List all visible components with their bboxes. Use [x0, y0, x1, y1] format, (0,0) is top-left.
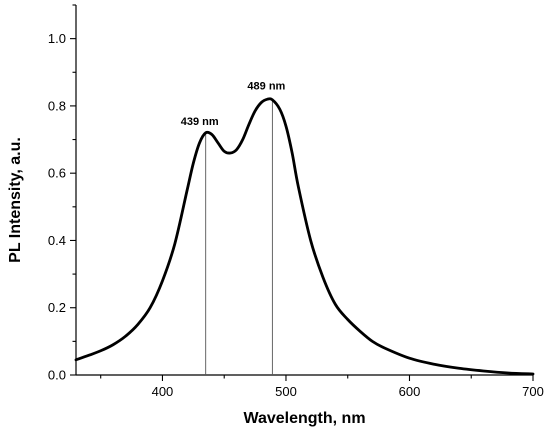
- x-tick-label: 400: [152, 384, 174, 399]
- y-tick-label: 0.0: [48, 368, 66, 383]
- x-tick-label: 700: [522, 384, 544, 399]
- y-tick-label: 1.0: [48, 31, 66, 46]
- peak-label: 439 nm: [181, 116, 219, 128]
- y-tick-label: 0.4: [48, 233, 66, 248]
- x-tick-label: 600: [399, 384, 421, 399]
- series-group: [74, 97, 535, 376]
- y-tick-label: 0.8: [48, 98, 66, 113]
- annotations-group: 439 nm 489 nm: [181, 81, 286, 375]
- peak-label: 489 nm: [247, 81, 285, 93]
- y-tick-label: 0.6: [48, 166, 66, 181]
- x-tick-label: 500: [275, 384, 297, 399]
- y-tick-label: 0.2: [48, 300, 66, 315]
- y-axis-title: PL Intensity, a.u.: [7, 137, 24, 263]
- pl-spectrum-line: [74, 97, 535, 376]
- axes-group: 400 500 600 700 0.0 0.2 0.4 0.6 0.8 1.0: [48, 4, 544, 399]
- x-axis-title: Wavelength, nm: [243, 410, 365, 427]
